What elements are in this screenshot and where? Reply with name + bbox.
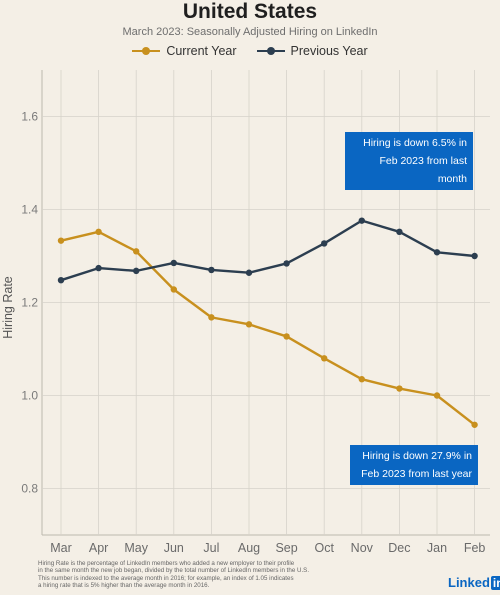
legend-swatch-previous bbox=[256, 46, 285, 56]
linkedin-logo-text: Linked bbox=[448, 575, 490, 590]
x-tick-label: Apr bbox=[89, 541, 108, 555]
data-point-previous bbox=[471, 252, 478, 260]
data-point-current bbox=[170, 286, 177, 293]
data-point-current bbox=[396, 385, 403, 392]
data-point-current bbox=[433, 392, 441, 399]
data-point-previous bbox=[358, 217, 365, 224]
data-point-current bbox=[208, 314, 215, 321]
data-point-current bbox=[133, 248, 140, 255]
data-point-previous bbox=[433, 249, 441, 256]
y-tick-label: 1.0 bbox=[21, 389, 38, 403]
data-point-current bbox=[321, 355, 328, 362]
footnote-line-3: This number is indexed to the average mo… bbox=[38, 574, 294, 582]
y-tick-label: 1.2 bbox=[21, 296, 38, 310]
chart-subtitle: March 2023: Seasonally Adjusted Hiring o… bbox=[122, 26, 378, 38]
x-tick-label: Jun bbox=[164, 541, 184, 555]
data-point-previous bbox=[396, 228, 403, 236]
x-tick-label: Jul bbox=[203, 541, 219, 555]
data-point-current bbox=[471, 421, 478, 428]
data-point-previous bbox=[170, 259, 177, 267]
footnote-line-2: in the same month the new job began, div… bbox=[38, 567, 310, 575]
x-tick-label: Mar bbox=[50, 541, 72, 555]
legend-swatch-current bbox=[132, 46, 161, 56]
series-line-current bbox=[59, 230, 476, 426]
x-tick-label: Jan bbox=[427, 541, 447, 555]
data-point-current bbox=[283, 333, 290, 340]
x-tick-label: Dec bbox=[388, 541, 410, 555]
y-tick-label: 1.4 bbox=[21, 203, 38, 217]
data-point-current bbox=[358, 376, 365, 383]
y-axis-label: Hiring Rate bbox=[1, 276, 15, 339]
legend-item-current: Current Year bbox=[132, 44, 237, 58]
series-layer bbox=[57, 217, 478, 428]
y-tick-label: 1.6 bbox=[21, 110, 38, 124]
chart-title: United States bbox=[182, 0, 318, 23]
x-tick-label: Nov bbox=[351, 541, 374, 555]
callout-year-line-1: Hiring is down 27.9% in bbox=[362, 450, 472, 462]
data-point-current bbox=[245, 321, 253, 328]
x-tick-label: Sep bbox=[275, 541, 297, 555]
footnote-line-1: Hiring Rate is the percentage of LinkedI… bbox=[38, 560, 295, 567]
legend-item-previous: Previous Year bbox=[256, 44, 368, 58]
footnote: Hiring Rate is the percentage of LinkedI… bbox=[38, 560, 398, 590]
linkedin-logo: Linked in bbox=[448, 575, 500, 590]
legend-label-current: Current Year bbox=[166, 44, 237, 58]
data-point-previous bbox=[283, 260, 290, 267]
linkedin-logo-box: in bbox=[490, 575, 500, 590]
data-point-previous bbox=[321, 240, 328, 247]
x-tick-label: Oct bbox=[314, 541, 334, 555]
legend-label-previous: Previous Year bbox=[290, 44, 368, 58]
series-line-previous bbox=[59, 219, 476, 282]
y-tick-label: 0.8 bbox=[21, 482, 38, 496]
data-point-previous bbox=[245, 269, 253, 276]
x-tick-label: Feb bbox=[464, 541, 486, 555]
callout-month-line-2: Feb 2023 from last month bbox=[379, 155, 467, 185]
data-point-previous bbox=[95, 264, 102, 272]
data-point-previous bbox=[133, 267, 140, 275]
legend: Current Year Previous Year bbox=[0, 44, 500, 58]
callout-year-line-2: Feb 2023 from last year bbox=[361, 468, 472, 480]
data-point-previous bbox=[57, 276, 65, 284]
x-tick-label: May bbox=[124, 541, 148, 555]
footnote-line-4: a hiring rate that is 5% higher than the… bbox=[38, 582, 210, 590]
data-point-current bbox=[57, 237, 65, 244]
x-tick-label: Aug bbox=[238, 541, 260, 555]
data-point-current bbox=[95, 228, 102, 236]
callout-month-line-1: Hiring is down 6.5% in bbox=[363, 137, 467, 149]
callout-month-change: Hiring is down 6.5% in Feb 2023 from las… bbox=[345, 132, 473, 190]
data-point-previous bbox=[208, 266, 215, 274]
callout-year-change: Hiring is down 27.9% in Feb 2023 from la… bbox=[350, 445, 478, 485]
axis-layer: 0.8 1.0 1.2 1.4 1.6 Mar Apr May Jun Jul Aug Sep Oct N… bbox=[1, 110, 485, 556]
